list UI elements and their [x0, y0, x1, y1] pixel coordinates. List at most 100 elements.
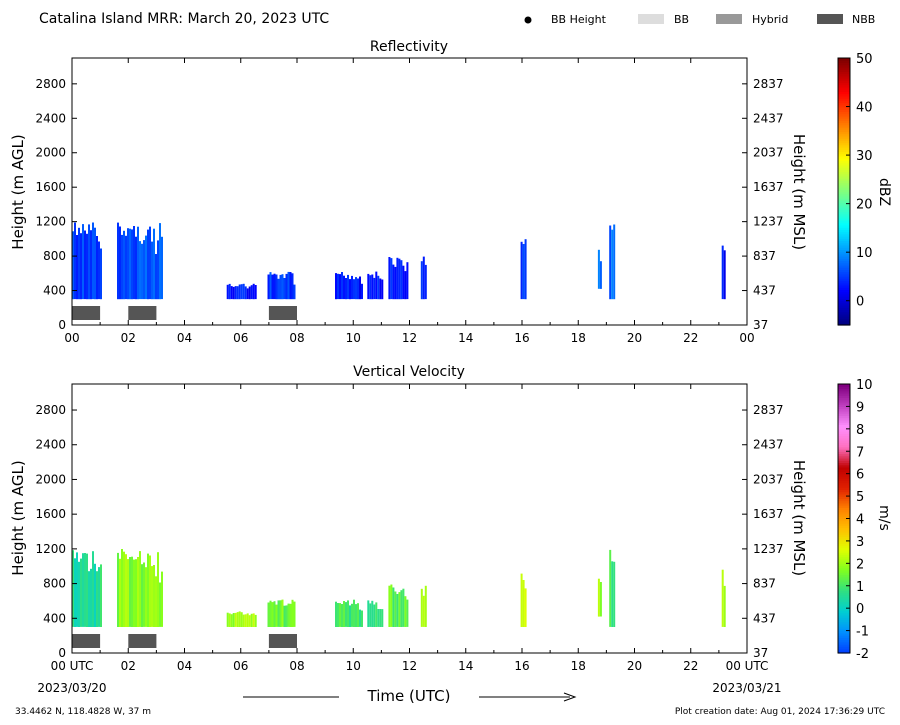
- colorbar-step: [838, 549, 850, 553]
- colorbar-step: [838, 424, 850, 428]
- colorbar-step: [838, 104, 850, 108]
- echo-column: [275, 604, 278, 627]
- echo-column: [398, 592, 401, 627]
- colorbar-step: [838, 140, 850, 144]
- echo-column: [234, 612, 237, 627]
- echo-column: [422, 256, 425, 300]
- colorbar-step: [838, 276, 850, 279]
- colorbar-step: [838, 207, 850, 210]
- echo-column: [611, 561, 614, 627]
- reflectivity-colorbar: 0 10 20 30 40 50: [837, 52, 873, 326]
- colorbar-step: [838, 91, 850, 95]
- colorbar-step: [838, 291, 850, 295]
- colorbar-tick-label: 0: [856, 602, 864, 617]
- colorbar-tick-label: 1: [856, 580, 864, 595]
- colorbar-step: [838, 496, 850, 499]
- time-arrow-head-icon: [563, 692, 577, 702]
- colorbar-tick-label: 6: [856, 468, 864, 483]
- colorbar-step: [838, 527, 850, 531]
- echo-column: [82, 553, 84, 627]
- y-tick-label-right: 437: [753, 611, 776, 625]
- echo-column: [337, 603, 339, 627]
- colorbar-step: [838, 478, 850, 481]
- colorbar-step: [838, 84, 850, 88]
- x-tick-label: 00 UTC: [51, 659, 94, 673]
- colorbar-step: [838, 93, 850, 97]
- echo-column: [100, 564, 102, 627]
- x-tick-label: 10: [346, 659, 361, 673]
- echo-column: [121, 549, 123, 627]
- colorbar-step: [838, 304, 850, 308]
- echo-column: [341, 272, 343, 300]
- echo-column: [279, 274, 282, 300]
- x-tick-label: 12: [402, 659, 417, 673]
- echo-column: [90, 568, 92, 627]
- y-tick-label-left: 1600: [35, 180, 66, 194]
- y-tick-label-right: 2037: [753, 472, 784, 486]
- colorbar-step: [838, 162, 850, 166]
- echo-column: [392, 264, 395, 300]
- colorbar-step: [838, 260, 850, 264]
- colorbar-step: [838, 182, 850, 186]
- colorbar-step: [838, 502, 850, 506]
- y-tick-label-left: 1200: [35, 542, 66, 556]
- y-tick-label-right: 2037: [753, 146, 784, 160]
- echo-column: [88, 224, 90, 300]
- echo-column: [84, 230, 86, 300]
- colorbar-step: [838, 514, 850, 517]
- echo-column: [285, 605, 288, 627]
- nbb-period-box: [72, 306, 101, 320]
- echo-column: [375, 602, 378, 627]
- plot-creation-date: Plot creation date: Aug 01, 2024 17:36:2…: [675, 707, 885, 717]
- date-end: 2023/03/21: [712, 681, 781, 695]
- x-tick-label: 14: [458, 331, 473, 345]
- colorbar-step: [838, 124, 850, 128]
- y-tick-label-right: 837: [753, 577, 776, 591]
- velocity-colorbar: -2 -1 0 1 2 3 4 5 6 7 8 9 10: [837, 378, 873, 662]
- echo-cell: [388, 257, 409, 300]
- colorbar-step: [838, 309, 850, 313]
- echo-column: [353, 279, 355, 300]
- y-tick-label-right: 2837: [753, 77, 784, 91]
- colorbar-step: [838, 547, 850, 551]
- echo-column: [351, 603, 353, 627]
- colorbar-step: [838, 133, 850, 137]
- colorbar-step: [838, 129, 850, 133]
- colorbar-step: [838, 189, 850, 193]
- y-tick-label-right: 2437: [753, 438, 784, 452]
- echo-column: [335, 273, 337, 300]
- colorbar-step: [838, 399, 850, 403]
- echo-column: [404, 271, 407, 300]
- colorbar-step: [838, 449, 850, 452]
- colorbar-step: [838, 601, 850, 605]
- echo-column: [394, 266, 397, 300]
- legend: BB Height BB Hybrid NBB: [524, 13, 875, 26]
- echo-column: [420, 588, 423, 627]
- echo-column: [88, 571, 90, 627]
- colorbar-step: [838, 475, 850, 479]
- echo-cell: [609, 224, 616, 300]
- echo-column: [404, 596, 407, 627]
- echo-column: [76, 235, 78, 300]
- y-tick-label-left: 800: [43, 577, 66, 591]
- colorbar-step: [838, 229, 850, 233]
- colorbar-step: [838, 178, 850, 181]
- colorbar-step: [838, 60, 850, 64]
- echo-column: [279, 600, 282, 627]
- colorbar-step: [838, 144, 850, 148]
- colorbar-step: [838, 118, 850, 121]
- colorbar-step: [838, 231, 850, 235]
- echo-column: [400, 590, 403, 627]
- echo-cell: [72, 222, 102, 300]
- colorbar-step: [838, 444, 850, 448]
- colorbar-step: [838, 278, 850, 282]
- colorbar-step: [838, 240, 850, 244]
- echo-column: [339, 603, 341, 627]
- echo-cell: [117, 549, 163, 627]
- colorbar-step: [838, 71, 850, 75]
- colorbar-step: [838, 522, 850, 526]
- colorbar-step: [838, 493, 850, 497]
- echo-cell: [721, 245, 726, 300]
- nbb-period-box: [72, 634, 101, 648]
- echo-column: [524, 588, 527, 627]
